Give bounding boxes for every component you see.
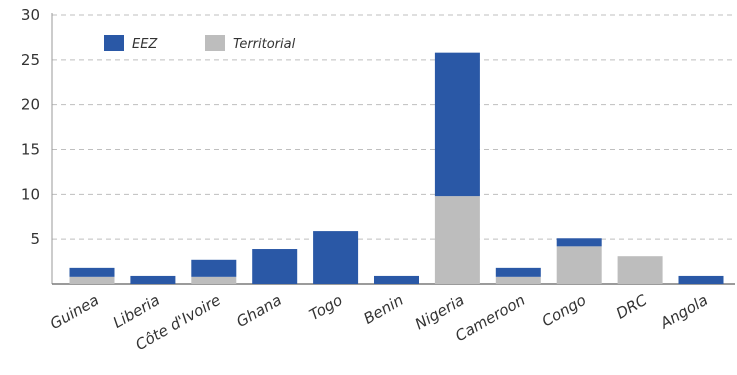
bar-territorial — [69, 276, 115, 284]
y-tick-label: 10 — [21, 185, 40, 203]
x-tick-label: Ghana — [233, 291, 284, 331]
y-tick-label: 5 — [30, 230, 40, 248]
legend-swatch-eez — [104, 35, 124, 51]
bar-territorial — [434, 196, 480, 284]
legend-swatch-territorial — [205, 35, 225, 51]
bar-eez — [374, 275, 419, 284]
legend-label: EEZ — [132, 37, 158, 52]
y-tick-label: 25 — [21, 51, 40, 69]
bar-eez — [495, 267, 541, 277]
bar-eez — [678, 275, 724, 284]
x-tick-label: Togo — [306, 291, 345, 324]
bar-eez — [313, 231, 359, 284]
x-tick-label: Congo — [539, 291, 589, 331]
bar-eez — [191, 259, 237, 277]
bar-eez — [69, 267, 115, 277]
bar-territorial — [556, 246, 602, 284]
x-tick-label: Benin — [361, 291, 407, 328]
x-tick-label: Angola — [656, 291, 711, 333]
bar-eez — [556, 238, 602, 247]
y-tick-label: 15 — [21, 141, 40, 159]
y-tick-label: 30 — [21, 6, 40, 24]
bar-territorial — [617, 256, 663, 284]
legend-label: Territorial — [233, 37, 296, 52]
x-tick-label: Cameroon — [452, 291, 528, 345]
bar-eez — [130, 275, 176, 284]
bar-eez — [252, 249, 298, 284]
y-tick-label: 20 — [21, 96, 40, 114]
bar-territorial — [495, 276, 541, 284]
bar-territorial — [191, 276, 237, 284]
x-tick-label: Guinea — [47, 291, 102, 333]
x-tick-label: DRC — [613, 291, 651, 323]
bar-eez — [434, 52, 480, 197]
